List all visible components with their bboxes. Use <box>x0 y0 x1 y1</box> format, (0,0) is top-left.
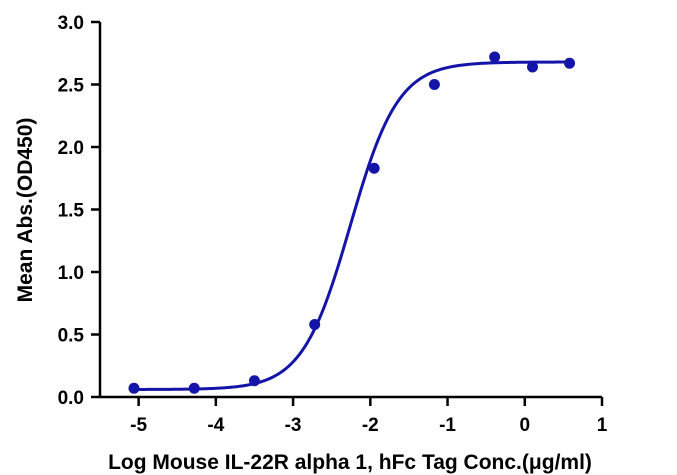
fit-curve-group <box>133 60 570 391</box>
y-tick-label: 0.5 <box>58 326 85 347</box>
y-tick-label: 0.0 <box>58 388 84 409</box>
y-tick-label: 1.5 <box>58 201 85 222</box>
x-tick-label: -4 <box>207 415 224 436</box>
fit-curve <box>133 60 570 391</box>
data-point <box>188 382 200 394</box>
x-tick-label: -2 <box>362 415 379 436</box>
x-tick-label: 1 <box>597 415 608 436</box>
y-tick-label: 2.0 <box>58 138 84 159</box>
data-point <box>368 162 380 174</box>
x-axis-title: Log Mouse IL-22R alpha 1, hFc Tag Conc.(… <box>108 451 592 474</box>
ticks: -5 -4 -3 -2 -1 0 1 0.0 0.5 1.0 1.5 2.0 2.5 3.0 <box>58 13 608 436</box>
data-point <box>248 375 260 387</box>
data-point <box>128 382 140 394</box>
y-tick-label: 3.0 <box>58 13 84 34</box>
x-tick-label: -1 <box>439 415 456 436</box>
data-point <box>526 61 538 73</box>
y-tick-label: 1.0 <box>58 263 84 284</box>
axes <box>98 22 602 399</box>
x-tick-label: 0 <box>519 415 530 436</box>
y-tick-label: 2.5 <box>58 76 85 97</box>
data-point <box>564 57 576 69</box>
x-tick-label: -5 <box>130 415 147 436</box>
data-point <box>309 319 321 330</box>
data-point <box>428 79 440 90</box>
y-axis-title: Mean Abs.(OD450) <box>14 118 37 303</box>
data-points <box>128 51 576 394</box>
data-point <box>489 51 501 63</box>
x-tick-label: -3 <box>285 415 302 436</box>
